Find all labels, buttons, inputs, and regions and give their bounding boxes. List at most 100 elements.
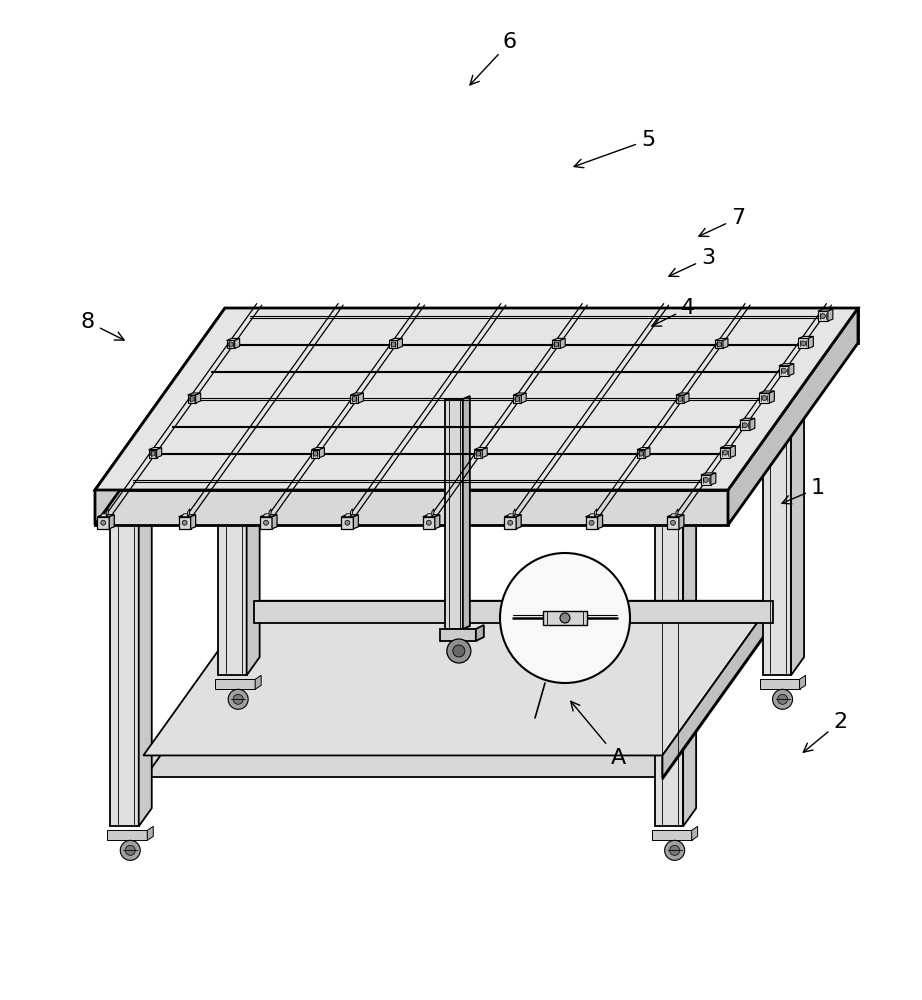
- Polygon shape: [798, 336, 813, 338]
- Polygon shape: [507, 514, 515, 517]
- Polygon shape: [789, 364, 794, 376]
- Circle shape: [560, 613, 570, 623]
- Circle shape: [100, 520, 106, 525]
- Polygon shape: [779, 366, 789, 376]
- Polygon shape: [720, 448, 730, 458]
- Polygon shape: [667, 515, 684, 517]
- Polygon shape: [312, 450, 319, 458]
- Text: 7: 7: [699, 208, 745, 236]
- Circle shape: [228, 342, 233, 347]
- Circle shape: [264, 520, 268, 525]
- Polygon shape: [225, 308, 858, 343]
- Polygon shape: [720, 446, 736, 448]
- Polygon shape: [260, 515, 277, 517]
- Circle shape: [120, 840, 140, 860]
- Text: A: A: [571, 701, 626, 768]
- Circle shape: [716, 342, 721, 347]
- Polygon shape: [645, 448, 650, 458]
- Circle shape: [762, 395, 767, 400]
- Text: 5: 5: [574, 130, 656, 168]
- Polygon shape: [637, 450, 645, 458]
- Circle shape: [447, 639, 471, 663]
- Circle shape: [508, 520, 513, 525]
- Polygon shape: [818, 311, 828, 321]
- Polygon shape: [188, 393, 201, 395]
- Polygon shape: [679, 515, 684, 529]
- Polygon shape: [179, 515, 195, 517]
- Polygon shape: [219, 335, 247, 675]
- Polygon shape: [195, 393, 201, 403]
- Circle shape: [742, 423, 748, 428]
- Polygon shape: [463, 396, 470, 629]
- Polygon shape: [341, 515, 359, 517]
- Circle shape: [670, 520, 676, 525]
- Polygon shape: [255, 675, 261, 689]
- Polygon shape: [476, 625, 484, 641]
- Polygon shape: [144, 603, 254, 779]
- Polygon shape: [521, 393, 526, 403]
- Polygon shape: [100, 514, 108, 517]
- Polygon shape: [474, 448, 487, 450]
- Polygon shape: [191, 515, 195, 529]
- Polygon shape: [516, 515, 521, 529]
- Polygon shape: [652, 830, 692, 840]
- Polygon shape: [504, 517, 516, 529]
- Polygon shape: [148, 450, 157, 458]
- Circle shape: [476, 451, 480, 456]
- Polygon shape: [715, 340, 723, 348]
- Polygon shape: [798, 338, 809, 348]
- Polygon shape: [215, 679, 255, 689]
- Polygon shape: [762, 335, 791, 675]
- Polygon shape: [95, 490, 728, 525]
- Circle shape: [514, 396, 520, 401]
- Circle shape: [453, 645, 465, 657]
- Polygon shape: [431, 509, 433, 517]
- Polygon shape: [818, 309, 833, 311]
- Polygon shape: [263, 514, 271, 517]
- Polygon shape: [157, 448, 161, 458]
- Polygon shape: [423, 517, 435, 529]
- Circle shape: [665, 840, 685, 860]
- Polygon shape: [504, 515, 521, 517]
- Polygon shape: [95, 308, 225, 525]
- Polygon shape: [106, 509, 108, 517]
- Polygon shape: [148, 448, 161, 450]
- Polygon shape: [585, 515, 603, 517]
- Text: 6: 6: [470, 32, 517, 85]
- Polygon shape: [107, 830, 148, 840]
- Polygon shape: [389, 338, 402, 340]
- Polygon shape: [138, 468, 152, 826]
- Polygon shape: [739, 418, 755, 420]
- Polygon shape: [188, 509, 190, 517]
- Polygon shape: [715, 338, 728, 340]
- Polygon shape: [597, 515, 603, 529]
- Circle shape: [352, 396, 357, 401]
- Polygon shape: [219, 317, 260, 335]
- Polygon shape: [655, 486, 683, 826]
- Circle shape: [703, 477, 708, 482]
- Polygon shape: [739, 420, 750, 430]
- Polygon shape: [440, 629, 476, 641]
- Circle shape: [554, 342, 559, 347]
- Polygon shape: [676, 509, 678, 517]
- Polygon shape: [701, 475, 711, 485]
- Polygon shape: [148, 826, 153, 840]
- Polygon shape: [692, 826, 698, 840]
- Circle shape: [125, 845, 136, 855]
- Polygon shape: [762, 317, 804, 335]
- Polygon shape: [514, 393, 526, 395]
- Polygon shape: [353, 515, 359, 529]
- Polygon shape: [662, 603, 773, 779]
- Polygon shape: [750, 418, 755, 430]
- Polygon shape: [235, 338, 240, 348]
- Text: 3: 3: [669, 248, 715, 276]
- Text: 1: 1: [782, 478, 825, 504]
- Polygon shape: [760, 393, 769, 403]
- Polygon shape: [769, 391, 774, 403]
- Polygon shape: [111, 486, 138, 826]
- Polygon shape: [552, 338, 565, 340]
- Polygon shape: [350, 509, 352, 517]
- Circle shape: [589, 520, 594, 525]
- Polygon shape: [359, 393, 363, 403]
- Polygon shape: [514, 395, 521, 403]
